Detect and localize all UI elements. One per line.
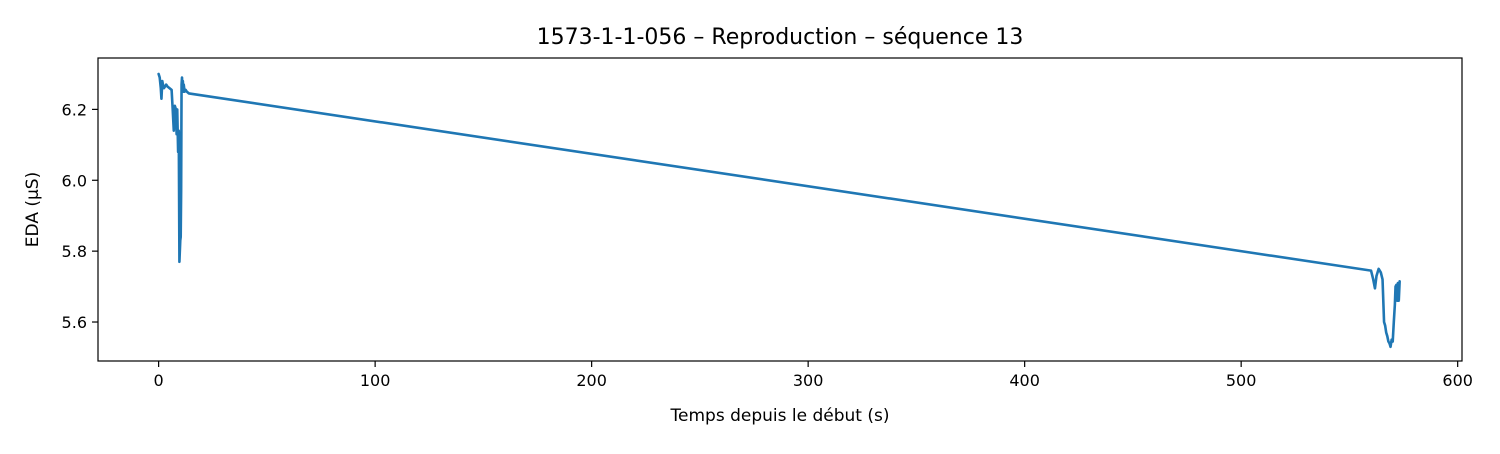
x-tick-label: 200 [576, 371, 607, 390]
series-line-0 [157, 72, 1401, 349]
x-tick-label: 300 [793, 371, 824, 390]
x-tick-label: 0 [154, 371, 164, 390]
y-tick-label: 5.6 [62, 313, 87, 332]
x-tick-label: 600 [1442, 371, 1473, 390]
x-axis-label: Temps depuis le début (s) [670, 406, 890, 426]
x-tick-label: 400 [1009, 371, 1040, 390]
plot-frame [97, 57, 1463, 362]
x-tick-label: 100 [360, 371, 391, 390]
y-axis: 5.6 5.8 6.0 6.2 [62, 100, 98, 332]
y-tick-label: 5.8 [62, 242, 87, 261]
y-tick-label: 6.2 [62, 100, 87, 119]
y-tick-label: 6.0 [62, 171, 87, 190]
y-axis-label: EDA (µS) [23, 172, 43, 247]
x-tick-label: 500 [1226, 371, 1257, 390]
chart-title: 1573-1-1-056 – Reproduction – séquence 1… [537, 25, 1024, 50]
x-axis: 0 100 200 300 400 500 600 [154, 361, 1473, 390]
plot-area [157, 72, 1401, 349]
